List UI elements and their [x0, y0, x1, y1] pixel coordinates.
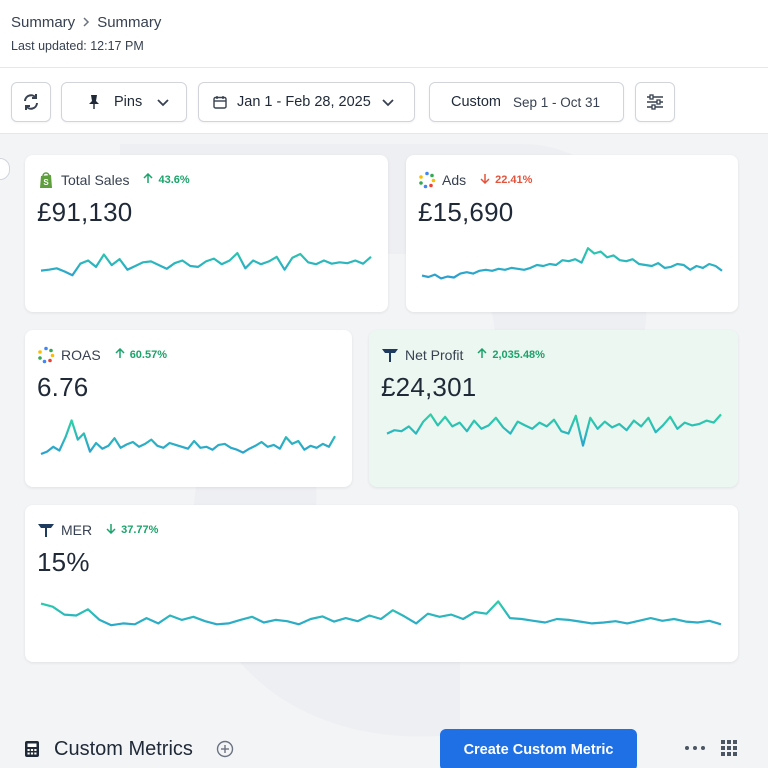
- sparkline-chart: [40, 419, 336, 456]
- google-ads-icon: [37, 346, 55, 364]
- add-circle-icon[interactable]: [216, 740, 234, 763]
- sparkline-chart: [386, 413, 722, 447]
- arrow-down-icon: [106, 523, 116, 537]
- breadcrumb-item-current: Summary: [97, 14, 162, 31]
- pin-icon: [88, 94, 100, 110]
- chevron-right-icon: [81, 15, 91, 31]
- sparkline-series-ads: [421, 247, 723, 280]
- compare-period-picker[interactable]: Custom Sep 1 - Oct 31: [429, 82, 624, 122]
- breadcrumb: Summary Summary: [11, 14, 161, 31]
- metric-card-roas[interactable]: ROAS 60.57% 6.76: [25, 330, 352, 487]
- metric-label: MER: [61, 522, 93, 538]
- custom-metrics-title: Custom Metrics: [54, 738, 193, 760]
- calendar-icon: [213, 95, 227, 109]
- metric-label: Total Sales: [61, 172, 130, 188]
- filter-settings-button[interactable]: [635, 82, 675, 122]
- pins-label: Pins: [114, 94, 143, 110]
- calculator-icon: [24, 740, 40, 763]
- shopify-icon: S: [37, 171, 55, 189]
- metric-value: 15%: [37, 547, 90, 577]
- metric-delta-value: 37.77%: [121, 524, 159, 536]
- metric-label: ROAS: [61, 347, 101, 363]
- metric-value: 6.76: [37, 372, 89, 402]
- more-options-icon[interactable]: [684, 740, 706, 761]
- page-header: Summary Summary Last updated: 12:17 PM: [0, 0, 768, 68]
- sparkline-chart: [40, 252, 372, 277]
- metric-card-mer[interactable]: MER 37.77% 15%: [25, 505, 738, 662]
- metric-card-net-profit[interactable]: Net Profit 2,035.48% £24,301: [369, 330, 738, 487]
- grid-view-icon[interactable]: [720, 739, 738, 762]
- chevron-down-icon: [381, 97, 395, 107]
- pins-dropdown[interactable]: Pins: [61, 82, 187, 122]
- metric-card-ads[interactable]: Ads 22.41% £15,690: [406, 155, 738, 312]
- breadcrumb-item-root[interactable]: Summary: [11, 14, 76, 31]
- date-range-label: Jan 1 - Feb 28, 2025: [237, 94, 371, 110]
- metric-value: £91,130: [37, 197, 133, 227]
- triple-whale-icon: [37, 521, 55, 539]
- compare-label: Custom: [451, 94, 501, 110]
- chevron-down-icon: [156, 97, 170, 107]
- toolbar: Pins Jan 1 - Feb 28, 2025 Custom Sep 1 -…: [0, 68, 768, 134]
- svg-text:S: S: [43, 178, 49, 187]
- sparkline-series-mer: [40, 600, 722, 627]
- metric-card-total-sales[interactable]: S Total Sales 43.6% £91,130: [25, 155, 388, 312]
- date-range-picker[interactable]: Jan 1 - Feb 28, 2025: [198, 82, 415, 122]
- compare-range: Sep 1 - Oct 31: [512, 94, 601, 110]
- sparkline-chart: [40, 600, 722, 627]
- custom-metrics-section: Custom Metrics Create Custom Metric: [0, 728, 768, 768]
- metric-delta: 37.77%: [106, 523, 158, 537]
- sidebar-collapse-handle[interactable]: [0, 158, 10, 180]
- sliders-icon: [646, 94, 664, 110]
- create-custom-metric-button[interactable]: Create Custom Metric: [440, 729, 637, 768]
- sparkline-series-roas: [40, 419, 336, 456]
- last-updated-text: Last updated: 12:17 PM: [11, 39, 144, 53]
- sparkline-series-total-sales: [40, 252, 372, 277]
- refresh-button[interactable]: [11, 82, 51, 122]
- sparkline-series-net-profit: [386, 413, 722, 447]
- sparkline-chart: [421, 247, 723, 280]
- refresh-icon: [21, 92, 41, 112]
